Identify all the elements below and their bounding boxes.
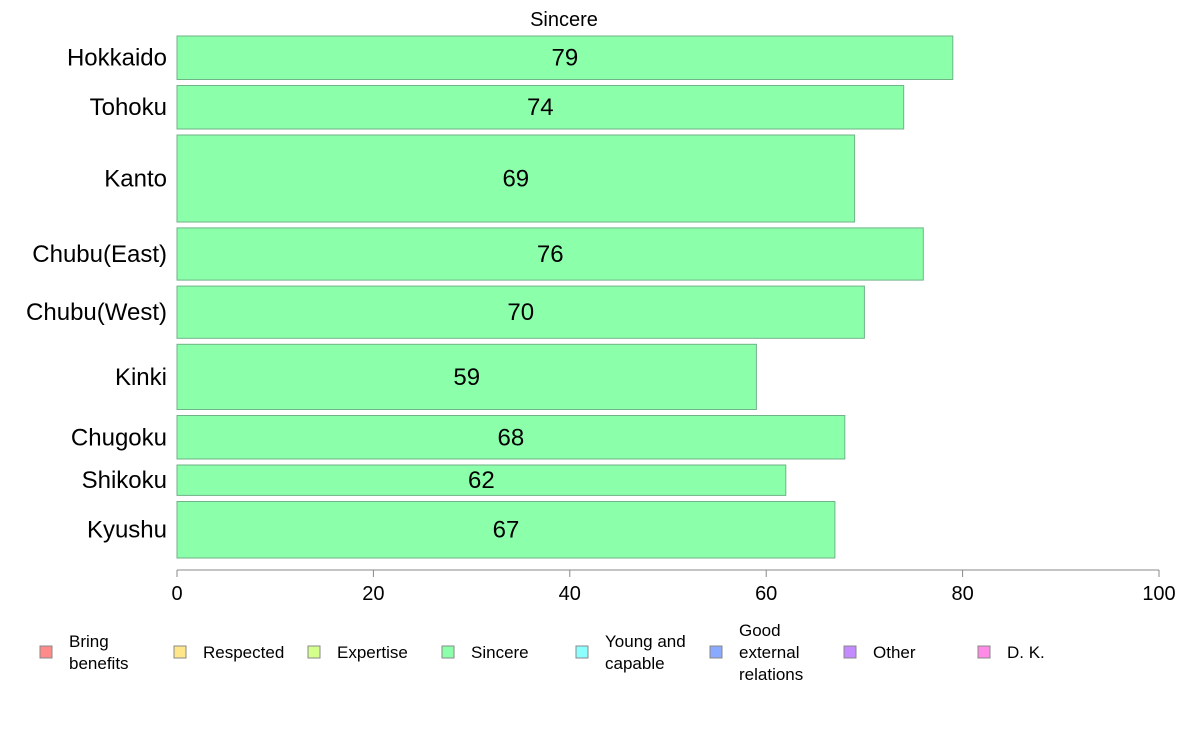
x-axis: 0 20 40 60 80 100 [171,569,1176,605]
bar [176,134,856,223]
category-label: Kyushu [87,517,167,544]
legend-swatch [843,645,857,659]
chart-title: Sincere [530,9,598,31]
bar [176,285,865,339]
data-label: 67 [493,517,520,544]
x-tick-label: 20 [362,583,384,605]
category-label: Hokkaido [67,45,167,72]
category-label: Kinki [115,364,167,391]
category-label: Chubu(West) [26,299,167,326]
legend-swatch [39,645,53,659]
data-label: 68 [498,424,525,451]
legend-swatch [575,645,589,659]
category-label: Tohoku [90,94,167,121]
legend-label: Other [873,643,916,662]
x-tick-label: 80 [951,583,973,605]
data-label: 62 [468,467,495,494]
bar [176,415,846,460]
x-tick-label: 100 [1142,583,1175,605]
legend-label: Respected [203,643,284,662]
bars: Hokkaido 79 Tohoku 74 Kanto 69 Chubu(East) 76 Ch… [26,35,954,559]
data-label: 70 [507,299,534,326]
legend: Bring benefits Respected Expertise Sincere Yo… [39,621,1045,684]
legend-swatch [173,645,187,659]
bar [176,35,954,80]
x-tick-label: 40 [559,583,581,605]
bar [176,85,905,130]
legend-swatch [709,645,723,659]
bar [176,227,924,281]
legend-swatch [441,645,455,659]
data-label: 69 [502,166,529,193]
legend-label: Bring benefits [69,632,129,673]
data-label: 79 [552,45,579,72]
category-label: Chugoku [71,424,167,451]
legend-label: Sincere [471,643,529,662]
category-label: Kanto [104,166,167,193]
x-tick-label: 60 [755,583,777,605]
legend-label: Good external relations [739,621,803,684]
legend-label: Expertise [337,643,408,662]
legend-label: Young and capable [605,632,686,673]
legend-label: D. K. [1007,643,1045,662]
legend-swatch [977,645,991,659]
x-tick-label: 0 [171,583,182,605]
category-label: Shikoku [82,467,167,494]
bar [176,501,836,559]
bar [176,464,787,496]
category-label: Chubu(East) [32,241,167,268]
data-label: 59 [453,364,480,391]
data-label: 74 [527,94,554,121]
data-label: 76 [537,241,564,268]
legend-swatch [307,645,321,659]
bar [176,343,757,410]
